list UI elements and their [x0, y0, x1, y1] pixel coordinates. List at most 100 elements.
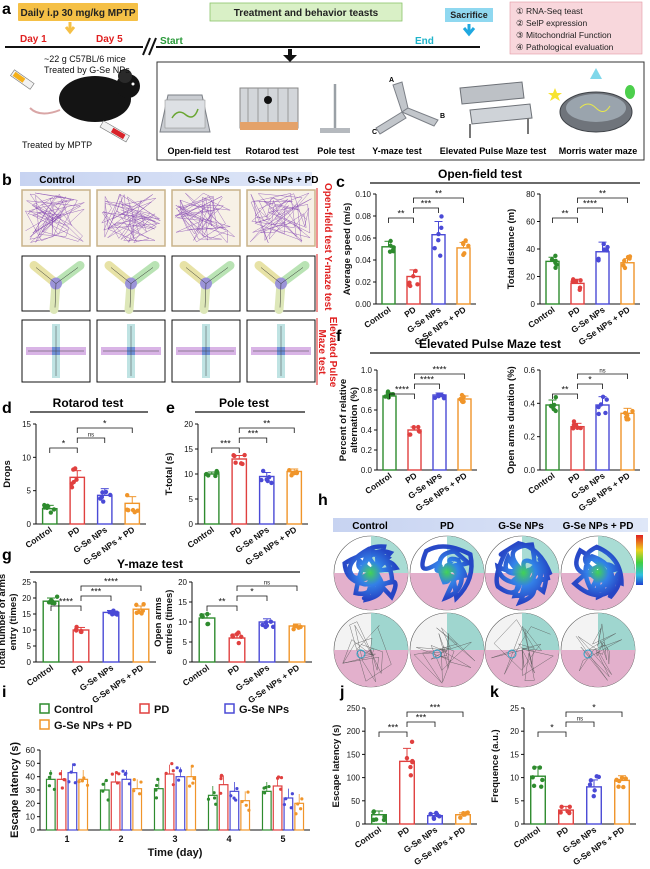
y-axis-label-line: entry (times): [8, 593, 19, 650]
data-point: [214, 802, 218, 806]
significance-bracket: [413, 207, 439, 213]
data-point: [616, 778, 622, 784]
bar: [432, 394, 447, 471]
data-point: [596, 404, 601, 410]
ymaze-arm-a: A: [389, 77, 394, 84]
title-d: Rotarod test: [53, 396, 124, 410]
panel-letter-g: g: [2, 547, 12, 564]
significance-label: ***: [248, 429, 259, 439]
assays-box: [509, 1, 643, 55]
data-point: [212, 796, 217, 800]
heatmap-trace: [342, 544, 400, 603]
data-point: [232, 796, 236, 800]
y-tick-label: 15: [178, 598, 187, 607]
y-tick-label: 50: [351, 797, 360, 806]
significance-bracket: [406, 711, 464, 717]
data-point: [239, 634, 244, 639]
bar: [530, 775, 546, 825]
data-point: [388, 238, 393, 244]
panel-a-schematic: a Daily i.p 30 mg/kg MPTP Day 1 Day 5 Tr…: [2, 1, 645, 161]
data-point: [549, 257, 555, 262]
y-tick-label: 0: [189, 520, 194, 529]
data-point: [411, 274, 416, 279]
bar: [570, 425, 585, 471]
trajectory-trace: [342, 621, 392, 682]
data-point: [409, 739, 415, 745]
data-point: [206, 797, 211, 801]
data-point: [269, 480, 274, 486]
data-point: [279, 787, 283, 791]
data-point: [44, 505, 50, 511]
data-point: [436, 238, 441, 243]
assay-1: ① RNA-Seq teast: [516, 6, 583, 16]
y-tick-label: 0.00: [355, 300, 371, 309]
data-point: [188, 784, 192, 788]
data-point: [49, 771, 53, 775]
y-tick-label: 20: [26, 798, 36, 808]
ymaze-arm-c: C: [372, 129, 377, 136]
legend-label: G-Se NPs + PD: [54, 720, 132, 732]
data-point: [58, 772, 62, 776]
data-point: [267, 784, 271, 789]
panel-letter-k: k: [490, 684, 499, 701]
panel-letter-i: i: [2, 684, 6, 701]
data-point: [591, 793, 596, 799]
category-label: G-Se NPs + PD: [412, 824, 467, 867]
significance-bracket: [236, 595, 268, 601]
epm-track: [103, 326, 159, 376]
data-point: [289, 806, 293, 810]
epm-track: [178, 326, 234, 376]
significance-label: ****: [395, 385, 410, 395]
data-point: [236, 640, 241, 646]
bar: [399, 760, 415, 825]
data-point: [127, 782, 132, 786]
data-point: [371, 817, 376, 823]
category-label: G-Se NPs + PD: [571, 824, 626, 867]
y-axis-label: Percent of relativealternation (%): [338, 379, 360, 461]
significance-label: ns: [264, 581, 270, 587]
y-tick-label: 40: [26, 772, 36, 782]
dose-arrow-icon: [64, 22, 76, 35]
significance-bracket: [414, 383, 440, 389]
y-tick-label: 10: [510, 774, 519, 783]
data-point: [388, 243, 393, 248]
data-point: [247, 808, 251, 812]
trajectory-quadrant: [522, 650, 559, 687]
data-point: [294, 812, 298, 816]
data-point: [601, 241, 606, 247]
open-field-track: [101, 193, 161, 244]
significance-bracket: [80, 585, 142, 591]
significance-bracket: [537, 731, 567, 737]
y-tick-label: 10: [26, 812, 36, 822]
data-point: [170, 762, 174, 766]
y-tick-label: 5: [189, 495, 194, 504]
h-group-gsepd: G-Se NPs + PD: [563, 521, 634, 532]
bar: [78, 778, 89, 831]
data-point: [134, 602, 139, 608]
data-point: [136, 609, 142, 615]
y-axis-label: Total number of armsentry (times): [0, 574, 19, 670]
data-point: [141, 602, 146, 607]
data-point: [578, 278, 583, 283]
data-point: [98, 496, 103, 501]
trajectory-trace: [575, 623, 622, 681]
y-tick-label: 10: [184, 470, 193, 479]
category-label: G-Se NPs + PD: [90, 662, 145, 705]
title-c: Open-field test: [438, 167, 522, 181]
data-point: [624, 415, 629, 420]
y-tick-label: 60: [526, 218, 535, 227]
category-label: PD: [396, 824, 411, 839]
assay-3: ③ Mitochondrial Function: [516, 30, 612, 40]
syringe-bottom-icon: [99, 120, 130, 143]
data-point: [298, 624, 303, 630]
data-point: [433, 810, 439, 816]
data-point: [50, 599, 55, 604]
data-point: [413, 268, 418, 274]
data-point: [531, 783, 537, 789]
data-point: [428, 811, 433, 817]
y-tick-label: 0.8: [361, 386, 373, 395]
panel-letter-j: j: [339, 684, 344, 701]
data-point: [296, 802, 300, 806]
bar: [132, 608, 150, 663]
data-point: [244, 803, 248, 807]
